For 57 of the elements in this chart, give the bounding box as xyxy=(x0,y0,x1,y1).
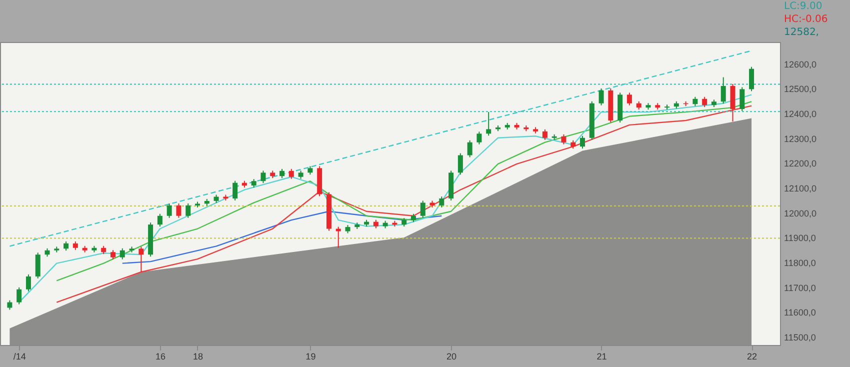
candlestick xyxy=(439,196,444,208)
x-tick-label: 18 xyxy=(192,352,204,362)
candlestick xyxy=(730,83,736,122)
candlestick xyxy=(16,286,22,305)
y-tick-label: 12600,0 xyxy=(784,59,817,70)
y-tick-label: 11600,0 xyxy=(784,308,816,318)
text: 12582, xyxy=(784,27,819,38)
candlestick xyxy=(166,202,172,218)
candlestick xyxy=(702,96,708,108)
candlestick xyxy=(598,88,604,106)
x-tick-label: 22 xyxy=(747,352,758,362)
x-tick-label: /14 xyxy=(13,352,26,362)
candlestick xyxy=(35,252,40,279)
x-tick-label: 16 xyxy=(155,352,166,362)
candlestick xyxy=(740,86,745,112)
y-tick-label: 11900,0 xyxy=(784,233,816,244)
candlestick xyxy=(288,168,294,180)
candlestick xyxy=(260,170,266,184)
candlestick xyxy=(7,300,12,310)
candlestick xyxy=(486,112,492,136)
candlestick xyxy=(110,250,116,260)
candlestick xyxy=(561,134,566,145)
y-tick-label: 12200,0 xyxy=(784,158,817,169)
text: HC:-0.06 xyxy=(784,14,828,25)
candlestick xyxy=(120,248,125,260)
candlestick xyxy=(280,168,285,179)
candlestick xyxy=(232,180,238,201)
candlestick xyxy=(157,213,162,228)
text: LC:9.00 xyxy=(784,1,822,12)
candlestick xyxy=(64,240,69,252)
candlestick xyxy=(692,96,698,107)
candlestick xyxy=(720,76,726,104)
y-tick-label: 12100,0 xyxy=(784,184,817,194)
y-tick-label: 11500,0 xyxy=(784,332,816,343)
x-tick-label: 19 xyxy=(306,352,316,362)
y-tick-label: 12300,0 xyxy=(784,134,817,144)
y-tick-label: 12000,0 xyxy=(784,208,817,218)
y-tick-label: 12500,0 xyxy=(784,84,817,94)
candlestick xyxy=(580,135,585,150)
candlestick xyxy=(336,226,341,248)
candlestick xyxy=(176,202,182,218)
x-tick-label: 20 xyxy=(446,352,457,362)
x-tick-label: 21 xyxy=(596,352,607,362)
y-tick-label: 12400,0 xyxy=(784,109,817,120)
candlestick xyxy=(186,202,191,218)
candlestick xyxy=(26,274,31,292)
candlestick xyxy=(626,92,632,106)
candlestick xyxy=(458,152,463,176)
candlestick xyxy=(542,128,548,140)
candlestick xyxy=(476,131,482,145)
y-tick-label: 11700,0 xyxy=(784,282,816,293)
candlestick xyxy=(138,246,144,272)
candlestick xyxy=(749,66,754,92)
y-tick-label: 11800,0 xyxy=(784,258,816,268)
line-series xyxy=(122,210,442,264)
candlestick xyxy=(467,140,472,158)
candlestick xyxy=(420,200,426,218)
